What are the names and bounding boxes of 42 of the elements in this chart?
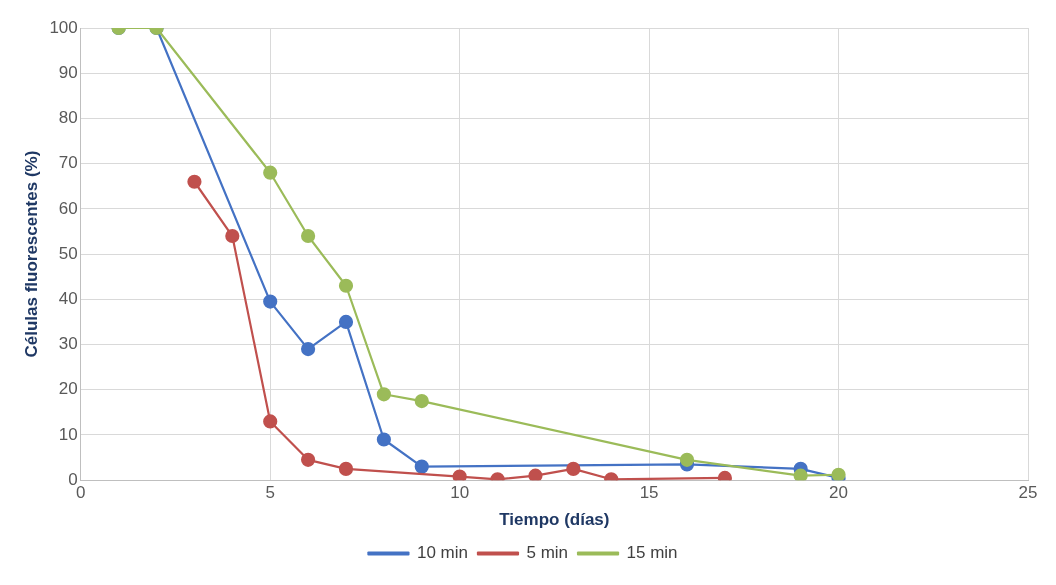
x-tick-label: 10 [450,483,470,503]
x-tick-label: 5 [265,483,275,503]
y-tick-label: 70 [58,153,78,173]
point [414,393,429,409]
legend-label: 15 min [626,543,678,563]
point [338,314,354,330]
y-tick-label: 30 [58,334,78,354]
y-tick-label: 40 [58,289,78,309]
point [301,228,316,244]
point [263,165,278,180]
point [528,468,543,481]
y-axis-title: Células fluorescentes (%) [21,150,41,358]
x-tick-label: 25 [1018,483,1038,503]
point [566,461,581,476]
x-axis-title: Tiempo (días) [499,510,610,530]
point [376,387,391,402]
point [717,470,732,481]
y-tick-label: 10 [58,424,78,444]
x-tick-label: 20 [829,483,849,503]
point [301,341,316,357]
y-tick-label: 60 [58,198,78,218]
point [338,278,354,293]
point [263,294,278,309]
y-tick-label: 90 [58,62,78,82]
point [263,414,278,429]
point [679,452,695,467]
y-tick-label: 20 [58,379,78,399]
point [452,469,467,481]
x-tick-label: 15 [639,483,659,503]
point [301,452,316,467]
point [376,432,391,447]
point [225,228,240,244]
legend-label: 5 min [526,543,569,563]
y-tick-label: 80 [58,108,78,128]
point [414,459,429,474]
point [793,468,808,481]
legend-label: 10 min [416,543,468,563]
y-tick-label: 50 [58,243,78,263]
point [187,174,202,189]
y-tick-label: 0 [68,469,78,489]
point [338,461,354,476]
y-tick-label: 100 [49,17,78,37]
